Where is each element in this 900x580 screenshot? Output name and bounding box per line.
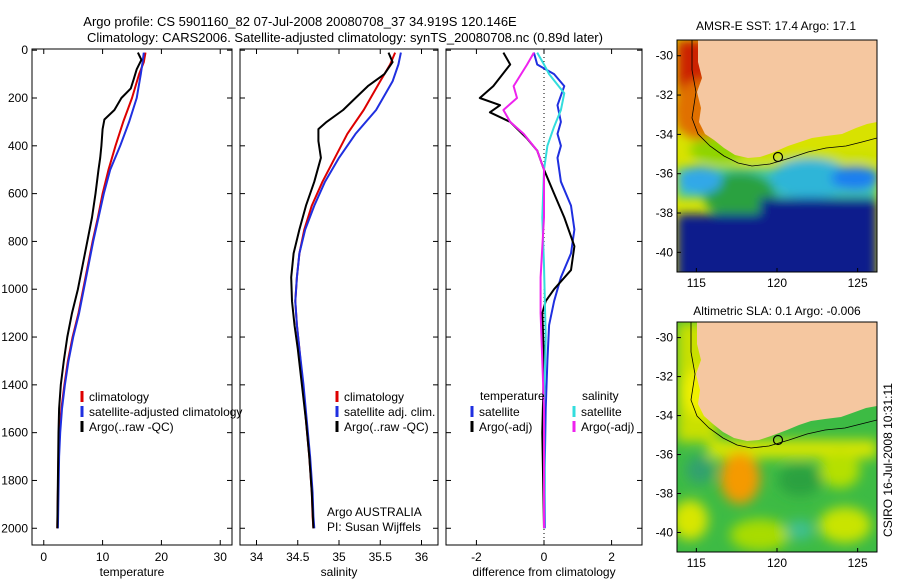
x-tick-label: 10 bbox=[96, 550, 110, 564]
legend-label: satellite bbox=[479, 405, 520, 419]
legend-label: Argo(..raw -QC) bbox=[344, 420, 429, 434]
x-tick-label: 0 bbox=[40, 550, 47, 564]
series-line-temperature-satellite bbox=[532, 52, 576, 529]
y-tick-label: 1600 bbox=[1, 426, 28, 440]
sst-land bbox=[697, 40, 877, 158]
map-y-tick-label: -36 bbox=[656, 167, 674, 181]
salinity-axes bbox=[239, 48, 439, 546]
y-tick-label: 2000 bbox=[1, 521, 28, 535]
x-tick-label: 35.5 bbox=[369, 550, 393, 564]
map-y-tick-label: -36 bbox=[656, 448, 674, 462]
map-x-tick-label: 115 bbox=[687, 276, 706, 290]
map-y-tick-label: -40 bbox=[656, 245, 674, 259]
x-tick-label: 36 bbox=[415, 550, 429, 564]
institution-label: Argo AUSTRALIA bbox=[327, 505, 422, 519]
y-tick-label: 400 bbox=[8, 139, 28, 153]
legend-label: satellite adj. clim. bbox=[344, 405, 435, 419]
y-tick-label: 800 bbox=[8, 234, 28, 248]
map-x-tick-label: 115 bbox=[687, 556, 706, 570]
legend-label: climatology bbox=[89, 390, 149, 404]
y-tick-label: 200 bbox=[8, 91, 28, 105]
y-tick-label: 1400 bbox=[1, 378, 28, 392]
x-tick-label: 20 bbox=[155, 550, 169, 564]
series-line-climatology bbox=[56, 52, 147, 529]
map-y-tick-label: -34 bbox=[656, 409, 674, 423]
x-axis-label: salinity bbox=[321, 565, 358, 579]
series-line-argo bbox=[56, 52, 143, 529]
sst-isobath bbox=[691, 40, 877, 167]
sla-map bbox=[677, 322, 877, 552]
sla-isobath bbox=[690, 322, 877, 449]
y-tick-label: 0 bbox=[21, 43, 28, 57]
legend-label: climatology bbox=[344, 390, 404, 404]
series-line-satellite bbox=[56, 52, 145, 529]
sla-float-marker bbox=[772, 434, 784, 446]
legend-title-temperature: temperature bbox=[480, 389, 545, 403]
map-y-tick-label: -30 bbox=[656, 49, 674, 63]
x-tick-label: 34 bbox=[250, 550, 264, 564]
series-line-argo bbox=[290, 52, 394, 529]
sla-land bbox=[696, 322, 877, 441]
legend-label: satellite-adjusted climatology bbox=[89, 405, 242, 419]
legend-label: Argo(-adj) bbox=[581, 420, 634, 434]
map-y-tick-label: -38 bbox=[656, 206, 674, 220]
map-y-tick-label: -30 bbox=[656, 331, 674, 345]
side-stamp: CSIRO 16-Jul-2008 10:31:11 bbox=[881, 383, 895, 537]
sst-map bbox=[677, 40, 877, 272]
pi-label: PI: Susan Wijffels bbox=[327, 520, 421, 534]
map-y-tick-label: -38 bbox=[656, 487, 674, 501]
map-x-tick-label: 120 bbox=[767, 556, 787, 570]
series-line-temperature-argo bbox=[478, 52, 576, 529]
sla-map-title: Altimetric SLA: 0.1 Argo: -0.006 bbox=[693, 304, 861, 318]
series-line-salinity-argo bbox=[502, 52, 545, 529]
title-line-2: Climatology: CARS2006. Satellite-adjuste… bbox=[87, 30, 603, 45]
x-tick-label: 34.5 bbox=[286, 550, 310, 564]
sst-map-title: AMSR-E SST: 17.4 Argo: 17.1 bbox=[696, 19, 856, 33]
x-tick-label: 2 bbox=[608, 550, 615, 564]
map-x-tick-label: 120 bbox=[767, 276, 787, 290]
sst-float-marker bbox=[772, 151, 784, 163]
x-axis-label: difference from climatology bbox=[472, 565, 615, 579]
map-y-tick-label: -34 bbox=[656, 127, 674, 141]
y-tick-label: 600 bbox=[8, 187, 28, 201]
temperature-axes bbox=[31, 48, 233, 546]
series-line-satellite bbox=[294, 52, 402, 529]
x-tick-label: 0 bbox=[541, 550, 548, 564]
y-tick-label: 1800 bbox=[1, 473, 28, 487]
title-line-1: Argo profile: CS 5901160_82 07-Jul-2008 … bbox=[83, 14, 517, 29]
map-x-tick-label: 125 bbox=[848, 556, 868, 570]
y-tick-label: 1200 bbox=[1, 330, 28, 344]
map-y-tick-label: -32 bbox=[656, 88, 674, 102]
x-tick-label: 35 bbox=[332, 550, 346, 564]
legend-label: satellite bbox=[581, 405, 622, 419]
x-tick-label: 30 bbox=[214, 550, 228, 564]
map-x-tick-label: 125 bbox=[848, 276, 868, 290]
map-y-tick-label: -40 bbox=[656, 526, 674, 540]
map-y-tick-label: -32 bbox=[656, 370, 674, 384]
x-axis-label: temperature bbox=[100, 565, 165, 579]
legend-label: Argo(..raw -QC) bbox=[89, 420, 174, 434]
y-tick-label: 1000 bbox=[1, 282, 28, 296]
legend-label: Argo(-adj) bbox=[479, 420, 532, 434]
legend-title-salinity: salinity bbox=[582, 389, 619, 403]
x-tick-label: -2 bbox=[471, 550, 482, 564]
